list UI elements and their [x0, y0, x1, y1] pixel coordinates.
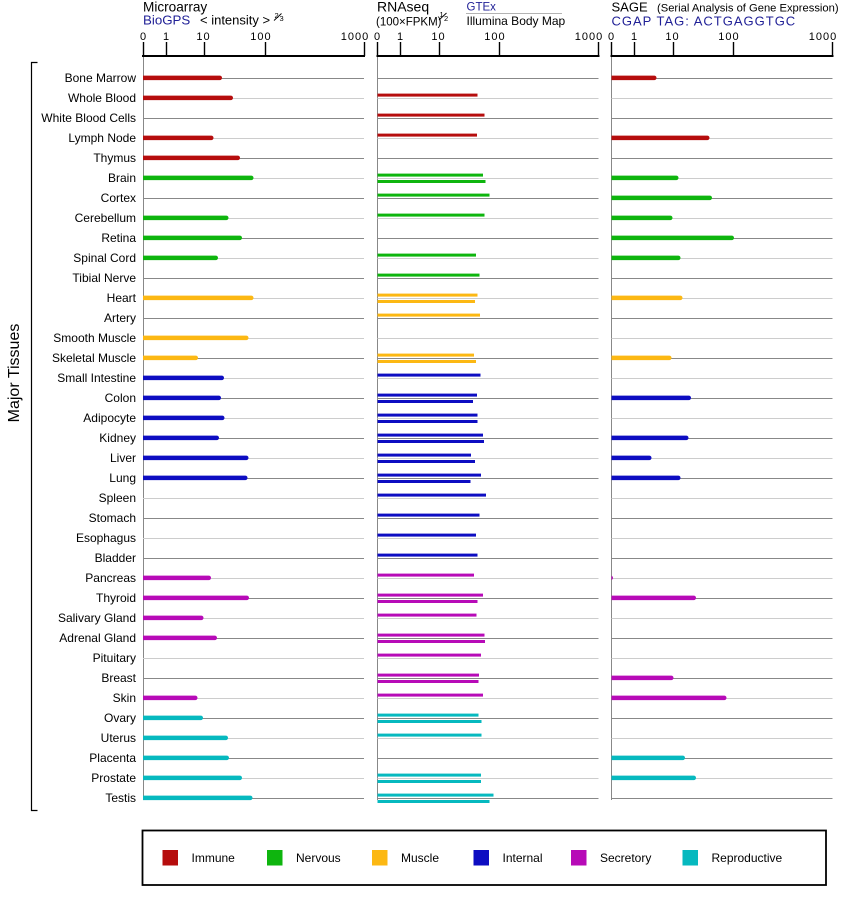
- svg-text:Skin: Skin: [113, 691, 136, 705]
- svg-text:Esophagus: Esophagus: [76, 531, 136, 545]
- svg-text:2: 2: [444, 14, 448, 23]
- svg-text:Thymus: Thymus: [93, 151, 136, 165]
- svg-text:Adipocyte: Adipocyte: [83, 411, 136, 425]
- svg-text:(100×FPKM): (100×FPKM): [376, 17, 442, 29]
- svg-text:Lung: Lung: [109, 471, 136, 485]
- svg-text:Stomach: Stomach: [89, 511, 136, 525]
- svg-text:0: 0: [374, 31, 381, 43]
- svg-text:1000: 1000: [809, 31, 837, 43]
- svg-text:(Serial Analysis of Gene Expre: (Serial Analysis of Gene Expression): [657, 2, 839, 14]
- svg-text:Smooth Muscle: Smooth Muscle: [53, 331, 136, 345]
- svg-text:BioGPS: BioGPS: [143, 13, 190, 28]
- svg-text:0: 0: [140, 31, 147, 43]
- svg-text:1000: 1000: [575, 31, 603, 43]
- svg-text:GTEx: GTEx: [467, 1, 497, 13]
- svg-text:CGAP TAG: ACTGAGGTGC: CGAP TAG: ACTGAGGTGC: [612, 14, 797, 29]
- svg-text:Retina: Retina: [101, 231, 136, 245]
- svg-text:Bone Marrow: Bone Marrow: [65, 71, 137, 85]
- svg-text:1: 1: [397, 31, 404, 43]
- svg-text:Spinal Cord: Spinal Cord: [73, 251, 136, 265]
- svg-text:Prostate: Prostate: [91, 771, 136, 785]
- svg-text:Pancreas: Pancreas: [85, 571, 136, 585]
- svg-text:Illumina Body Map: Illumina Body Map: [467, 14, 566, 28]
- svg-text:Lymph Node: Lymph Node: [68, 131, 136, 145]
- svg-text:Adrenal Gland: Adrenal Gland: [59, 631, 136, 645]
- svg-text:Nervous: Nervous: [296, 851, 341, 865]
- svg-text:RNAseq: RNAseq: [377, 0, 429, 15]
- svg-text:Secretory: Secretory: [600, 851, 651, 865]
- svg-text:1: 1: [163, 31, 170, 43]
- svg-text:Reproductive: Reproductive: [712, 851, 783, 865]
- svg-text:Salivary Gland: Salivary Gland: [58, 611, 136, 625]
- svg-text:0: 0: [608, 31, 615, 43]
- svg-text:1: 1: [631, 31, 638, 43]
- svg-text:3: 3: [280, 14, 284, 23]
- svg-text:10: 10: [665, 31, 679, 43]
- svg-text:Uterus: Uterus: [101, 731, 136, 745]
- svg-text:Ovary: Ovary: [104, 711, 136, 725]
- svg-text:1000: 1000: [341, 31, 369, 43]
- svg-text:Major Tissues: Major Tissues: [6, 324, 23, 423]
- svg-text:Artery: Artery: [104, 311, 136, 325]
- svg-text:Small Intestine: Small Intestine: [57, 371, 136, 385]
- svg-text:Immune: Immune: [192, 851, 236, 865]
- svg-text:1: 1: [440, 10, 444, 19]
- svg-text:10: 10: [431, 31, 445, 43]
- svg-text:10: 10: [196, 31, 210, 43]
- svg-text:100: 100: [484, 31, 505, 43]
- svg-text:Liver: Liver: [110, 451, 136, 465]
- svg-text:Skeletal Muscle: Skeletal Muscle: [52, 351, 136, 365]
- svg-text:SAGE: SAGE: [612, 0, 648, 14]
- svg-text:100: 100: [250, 31, 271, 43]
- svg-text:Tibial Nerve: Tibial Nerve: [72, 271, 136, 285]
- svg-text:Whole Blood: Whole Blood: [68, 91, 136, 105]
- svg-text:Spleen: Spleen: [99, 491, 136, 505]
- svg-text:Muscle: Muscle: [401, 851, 439, 865]
- svg-text:Breast: Breast: [101, 671, 136, 685]
- svg-text:White Blood Cells: White Blood Cells: [41, 111, 136, 125]
- svg-text:Microarray: Microarray: [143, 0, 207, 15]
- svg-text:Internal: Internal: [503, 851, 543, 865]
- svg-text:Cerebellum: Cerebellum: [75, 211, 136, 225]
- svg-text:Pituitary: Pituitary: [93, 651, 136, 665]
- svg-text:< intensity >: < intensity >: [200, 13, 270, 28]
- svg-text:Thyroid: Thyroid: [96, 591, 136, 605]
- svg-text:Brain: Brain: [108, 171, 136, 185]
- svg-text:Bladder: Bladder: [95, 551, 136, 565]
- svg-text:Cortex: Cortex: [101, 191, 136, 205]
- svg-text:2: 2: [275, 11, 279, 20]
- svg-text:100: 100: [718, 31, 739, 43]
- svg-text:Heart: Heart: [107, 291, 137, 305]
- svg-text:Kidney: Kidney: [99, 431, 136, 445]
- svg-text:Colon: Colon: [105, 391, 136, 405]
- svg-text:Placenta: Placenta: [89, 751, 136, 765]
- svg-text:Testis: Testis: [105, 791, 136, 805]
